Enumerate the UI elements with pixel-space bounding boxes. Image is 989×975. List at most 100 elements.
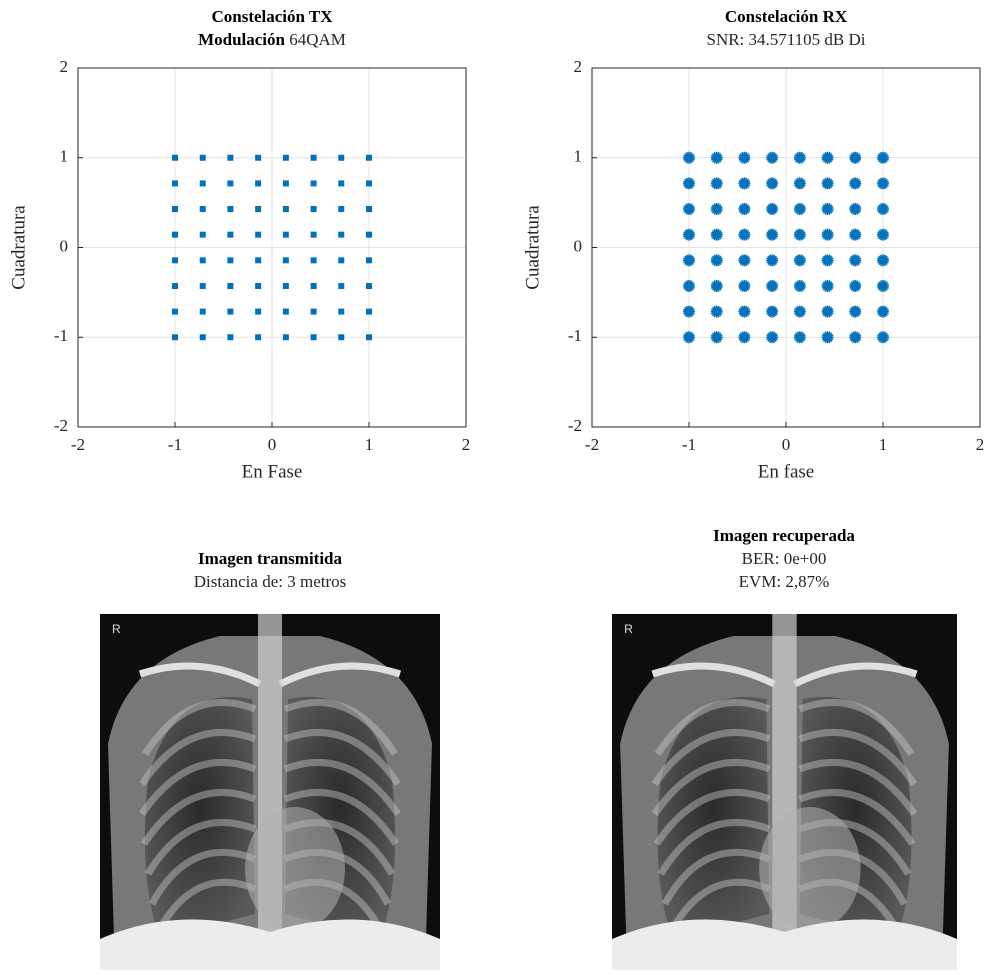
point [766,177,778,189]
point [738,203,750,215]
point [877,331,889,343]
point [339,335,344,340]
point [256,284,261,289]
point [877,177,889,189]
point [311,309,316,314]
point [311,206,316,211]
point [228,232,233,237]
point [766,306,778,318]
image-title: Imagen recuperada [713,526,855,545]
point [339,309,344,314]
point [877,306,889,318]
y-tick-label: -1 [568,326,582,345]
point [283,181,288,186]
x-tick-label: -2 [71,435,85,454]
point [794,203,806,215]
point [877,203,889,215]
point [877,152,889,164]
point [283,155,288,160]
point [311,335,316,340]
point [367,284,372,289]
point [766,203,778,215]
point [683,229,695,241]
point [683,280,695,292]
point [311,258,316,263]
subtitle-prefix: Modulación [198,30,285,49]
image-subtitle: BER: 0e+00 [742,549,827,568]
point [711,331,723,343]
chart-title: Constelación RX [725,7,848,26]
point [849,152,861,164]
point [173,232,178,237]
point [339,181,344,186]
subtitle-text: 64QAM [289,30,346,49]
point [173,258,178,263]
point [283,258,288,263]
point [683,203,695,215]
point [283,335,288,340]
xray [612,614,957,970]
point [367,258,372,263]
point [228,335,233,340]
point [877,254,889,266]
subtitle-text: SNR: 34.571105 dB Di [706,30,865,49]
point [683,306,695,318]
point [228,181,233,186]
point [173,181,178,186]
y-tick-label: 1 [60,147,69,166]
point [822,229,834,241]
y-tick-label: -2 [54,416,68,435]
y-tick-label: 0 [574,236,583,255]
x-tick-label: 2 [462,435,471,454]
point [173,335,178,340]
point [822,177,834,189]
y-tick-label: 2 [574,57,583,76]
image-subtitle: EVM: 2,87% [739,572,830,591]
point [228,309,233,314]
point [311,181,316,186]
figure: -2-1012-2-1012Constelación TXModulación … [0,0,989,970]
point [256,335,261,340]
point [822,306,834,318]
point [283,232,288,237]
point [711,229,723,241]
point [738,229,750,241]
point [794,177,806,189]
point [849,203,861,215]
point [766,229,778,241]
point [200,258,205,263]
point [683,152,695,164]
point [766,280,778,292]
point [256,232,261,237]
x-axis-label: En Fase [242,461,303,482]
y-tick-label: 0 [60,236,69,255]
image-subtitle: Distancia de: 3 metros [194,572,347,591]
point [766,152,778,164]
image-title: Imagen transmitida [198,549,343,568]
point [367,181,372,186]
point [256,206,261,211]
xray-image: R [100,614,440,970]
point [367,206,372,211]
point [339,258,344,263]
point [822,331,834,343]
chart-subtitle: Modulación 64QAM [198,30,346,49]
point [711,177,723,189]
point [228,155,233,160]
x-tick-label: 0 [268,435,277,454]
point [849,306,861,318]
point [849,254,861,266]
point [794,229,806,241]
point [311,284,316,289]
point [256,309,261,314]
chart-subtitle: SNR: 34.571105 dB Di [706,30,865,49]
image-marker: R [624,622,633,636]
xray-image: R [612,614,957,970]
point [738,254,750,266]
point [173,206,178,211]
point [200,284,205,289]
point [683,331,695,343]
point [794,152,806,164]
point [794,254,806,266]
y-axis-label: Cuadratura [8,205,29,290]
